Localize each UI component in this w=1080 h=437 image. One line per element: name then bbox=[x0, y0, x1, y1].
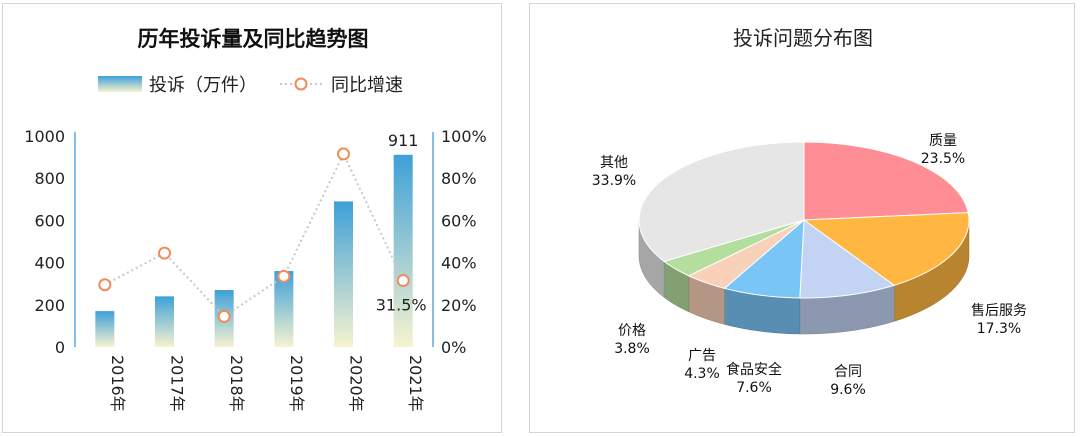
pie-label-name: 价格 bbox=[618, 323, 646, 339]
right-y-tick-label: 80% bbox=[441, 169, 477, 188]
left-y-tick-label: 400 bbox=[34, 254, 65, 273]
right-y-tick-label: 100% bbox=[441, 127, 487, 146]
pie-label-value: 23.5% bbox=[921, 151, 965, 167]
left-y-tick-label: 1000 bbox=[24, 127, 65, 146]
x-tick-label: 2017年 bbox=[168, 355, 187, 412]
x-tick-label: 2020年 bbox=[347, 355, 366, 412]
growth-line bbox=[104, 151, 405, 318]
x-tick-label: 2018年 bbox=[227, 355, 246, 412]
bar-2021年 bbox=[393, 154, 413, 347]
left-y-tick-label: 0 bbox=[55, 338, 65, 357]
pie-chart-panel: 投诉问题分布图 质量 23.5% 售后服务 17.3% 合同 9.6% 食品安全 7.6% 广告… bbox=[529, 3, 1075, 433]
growth-point-2017年 bbox=[158, 246, 171, 260]
x-tick-label: 2019年 bbox=[287, 355, 306, 412]
right-y-tick-label: 20% bbox=[441, 296, 477, 315]
pie-label-value: 9.6% bbox=[830, 382, 866, 398]
line-data-label-2021: 31.5% bbox=[376, 296, 427, 315]
growth-point-2019年 bbox=[277, 269, 291, 283]
pie-slice-食品安全 bbox=[723, 218, 805, 299]
bar-2016年 bbox=[95, 311, 115, 347]
pie-slice-质量 bbox=[803, 141, 969, 221]
right-y-tick-label: 0% bbox=[441, 338, 466, 357]
bar-chart-title: 历年投诉量及同比趋势图 bbox=[138, 27, 369, 51]
bar-2019年 bbox=[274, 271, 294, 347]
legend-line-label: 同比增速 bbox=[331, 75, 403, 96]
pie-label-name: 售后服务 bbox=[971, 303, 1027, 319]
pie-chart: 投诉问题分布图 质量 23.5% 售后服务 17.3% 合同 9.6% 食品安全 7.6% 广告… bbox=[592, 26, 1027, 398]
legend-line-marker bbox=[294, 77, 308, 91]
bar-data-label-2021: 911 bbox=[388, 131, 419, 150]
x-tick-label: 2021年 bbox=[406, 355, 425, 412]
growth-point-2018年 bbox=[217, 309, 231, 323]
pie-chart-title: 投诉问题分布图 bbox=[733, 26, 873, 50]
growth-point-2020年 bbox=[337, 147, 350, 161]
pie-label-value: 17.3% bbox=[977, 321, 1021, 337]
pie-slice-其他 bbox=[638, 141, 805, 262]
right-y-tick-label: 60% bbox=[441, 211, 477, 230]
x-tick-label: 2016年 bbox=[108, 355, 127, 412]
pie-label-value: 33.9% bbox=[592, 173, 636, 189]
pie-slice-广告 bbox=[687, 219, 805, 289]
left-y-tick-label: 800 bbox=[34, 169, 65, 188]
growth-point-2021年 bbox=[396, 274, 410, 288]
legend-bar-label: 投诉（万件） bbox=[149, 75, 257, 96]
bar-line-chart-panel: 历年投诉量及同比趋势图 投诉（万件） 同比增速 0 200 400 600 800 100… bbox=[2, 3, 502, 433]
bar-2017年 bbox=[155, 296, 174, 347]
pie-label-value: 4.3% bbox=[684, 366, 720, 382]
pie-label-name: 广告 bbox=[688, 348, 716, 364]
pie-label-name: 其他 bbox=[600, 155, 628, 171]
pie-label-name: 合同 bbox=[834, 364, 862, 380]
growth-point-2016年 bbox=[98, 278, 112, 292]
pie-slice-售后服务 bbox=[802, 212, 970, 286]
pie-label-name: 质量 bbox=[929, 133, 957, 149]
left-y-tick-label: 600 bbox=[34, 211, 65, 230]
right-y-tick-label: 40% bbox=[441, 254, 477, 273]
bar-2020年 bbox=[334, 201, 353, 347]
bar-line-chart: 历年投诉量及同比趋势图 投诉（万件） 同比增速 0 200 400 600 800 100… bbox=[24, 27, 487, 412]
left-y-tick-label: 200 bbox=[34, 296, 65, 315]
pie-slice-合同 bbox=[799, 219, 896, 299]
pie-label-value: 3.8% bbox=[614, 341, 650, 357]
pie-slice-价格 bbox=[663, 219, 805, 277]
pie-label-name: 食品安全 bbox=[726, 361, 782, 378]
pie-label-value: 7.6% bbox=[736, 380, 772, 396]
legend-bar-swatch bbox=[98, 76, 142, 92]
